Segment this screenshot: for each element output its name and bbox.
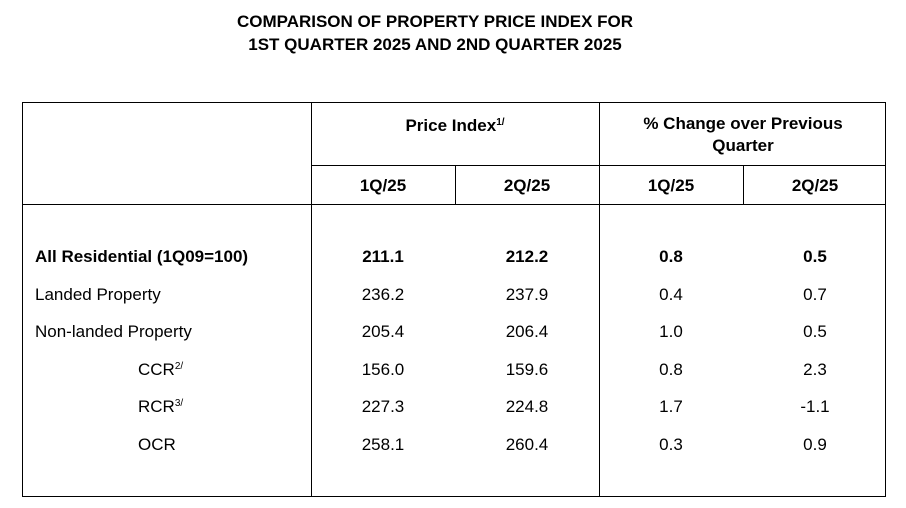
price-index-label: Price Index — [405, 116, 497, 135]
row-divider — [23, 204, 885, 205]
row-label: CCR2/ — [138, 360, 184, 379]
cell-change-1q25: 1.7 — [659, 397, 683, 416]
cell-price-1q25: 258.1 — [361, 435, 405, 454]
subheader-change-1q25: 1Q/25 — [647, 176, 695, 195]
pct-change-header: % Change over Previous Quarter — [599, 113, 887, 157]
cell-change-1q25: 0.3 — [659, 435, 683, 454]
subheader-price-1q25: 1Q/25 — [359, 176, 407, 195]
table-row: RCR3/ 227.3 224.8 1.7 -1.1 — [23, 392, 885, 422]
cell-change-2q25: 2.3 — [803, 360, 827, 379]
cell-price-1q25: 205.4 — [361, 322, 405, 341]
cell-price-2q25: 237.9 — [505, 285, 549, 304]
cell-price-2q25: 159.6 — [505, 360, 549, 379]
cell-change-1q25: 1.0 — [659, 322, 683, 341]
column-divider — [311, 103, 312, 496]
footnote-marker: 3/ — [174, 398, 184, 409]
cell-change-1q25: 0.4 — [659, 285, 683, 304]
column-divider — [599, 103, 600, 496]
pct-change-label-line-2: Quarter — [712, 136, 774, 155]
footnote-marker: 1/ — [496, 117, 505, 128]
table-row: Landed Property 236.2 237.9 0.4 0.7 — [23, 280, 885, 310]
subheader-price-2q25: 2Q/25 — [503, 176, 551, 195]
cell-change-1q25: 0.8 — [659, 247, 683, 266]
cell-change-2q25: -1.1 — [800, 397, 830, 416]
row-label: Landed Property — [35, 285, 161, 304]
subheader-change-2q25: 2Q/25 — [791, 176, 839, 195]
row-divider — [311, 165, 886, 166]
cell-price-2q25: 260.4 — [505, 435, 549, 454]
price-index-table: Price Index1/ % Change over Previous Qua… — [22, 102, 886, 497]
cell-change-2q25: 0.5 — [803, 247, 827, 266]
pct-change-label-line-1: % Change over Previous — [643, 114, 843, 133]
cell-price-1q25: 156.0 — [361, 360, 405, 379]
table-row: All Residential (1Q09=100) 211.1 212.2 0… — [23, 242, 885, 272]
title-line-2: 1ST QUARTER 2025 AND 2ND QUARTER 2025 — [248, 35, 622, 54]
column-divider — [455, 165, 456, 205]
cell-price-2q25: 206.4 — [505, 322, 549, 341]
column-divider — [743, 165, 744, 205]
cell-price-2q25: 224.8 — [505, 397, 549, 416]
title-line-1: COMPARISON OF PROPERTY PRICE INDEX FOR — [236, 12, 634, 31]
cell-change-2q25: 0.9 — [803, 435, 827, 454]
row-label: Non-landed Property — [35, 322, 192, 341]
cell-price-1q25: 211.1 — [362, 247, 404, 266]
row-label: All Residential (1Q09=100) — [35, 247, 249, 266]
page-title: COMPARISON OF PROPERTY PRICE INDEX FOR 1… — [0, 10, 870, 56]
cell-price-1q25: 236.2 — [361, 285, 405, 304]
row-label: RCR3/ — [138, 397, 184, 416]
table-row: CCR2/ 156.0 159.6 0.8 2.3 — [23, 355, 885, 385]
cell-price-1q25: 227.3 — [361, 397, 405, 416]
table-row: OCR 258.1 260.4 0.3 0.9 — [23, 430, 885, 460]
cell-change-2q25: 0.7 — [803, 285, 827, 304]
footnote-marker: 2/ — [174, 361, 184, 372]
cell-change-2q25: 0.5 — [803, 322, 827, 341]
table-row: Non-landed Property 205.4 206.4 1.0 0.5 — [23, 317, 885, 347]
cell-change-1q25: 0.8 — [659, 360, 683, 379]
price-index-header: Price Index1/ — [311, 115, 599, 137]
row-label: OCR — [138, 435, 176, 454]
cell-price-2q25: 212.2 — [505, 247, 549, 266]
